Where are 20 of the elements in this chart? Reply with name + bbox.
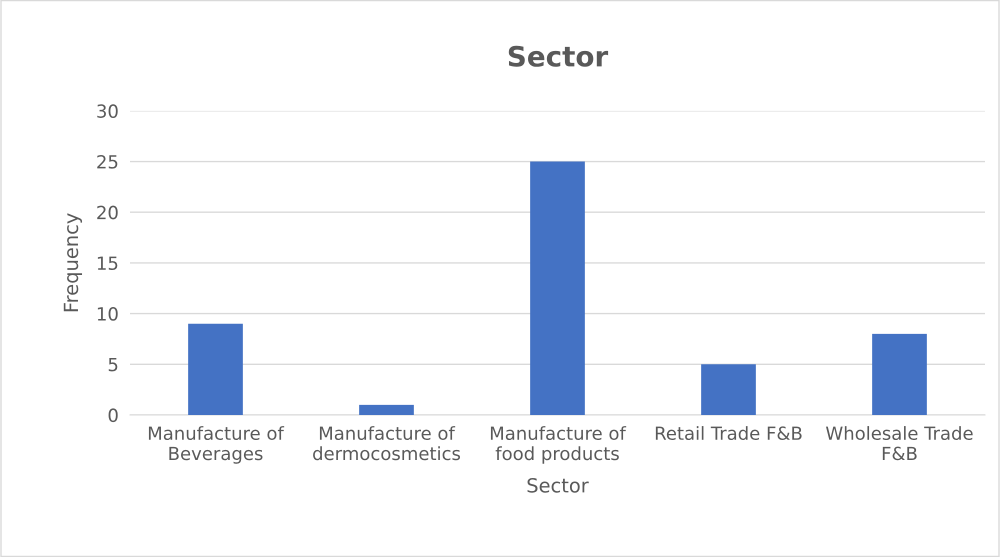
x-tick-label: Manufacture of dermocosmetics [313, 426, 460, 460]
y-axis-title: Frequency [64, 213, 82, 312]
y-tick-label: 20 [97, 206, 118, 220]
x-tick-label: Manufacture of Beverages [148, 426, 284, 464]
x-tick-label: Manufacture of food products [490, 426, 626, 464]
y-tick-label: 25 [97, 154, 118, 169]
bar [701, 364, 756, 415]
x-tick-label: Retail Trade F&B [656, 426, 802, 440]
y-tick-label: 5 [108, 358, 118, 372]
bar [530, 162, 585, 415]
y-tick-label: 10 [98, 307, 118, 321]
y-tick-label: 15 [98, 256, 118, 270]
y-tick-label: 30 [97, 104, 118, 118]
x-axis-title: Sector [528, 478, 589, 493]
x-tick-label: Wholesale Trade F&B [826, 426, 973, 460]
bar [188, 324, 243, 415]
chart-title: Sector [508, 46, 608, 67]
bar [359, 404, 414, 415]
y-tick-label: 0 [108, 408, 118, 422]
bar [872, 334, 927, 415]
